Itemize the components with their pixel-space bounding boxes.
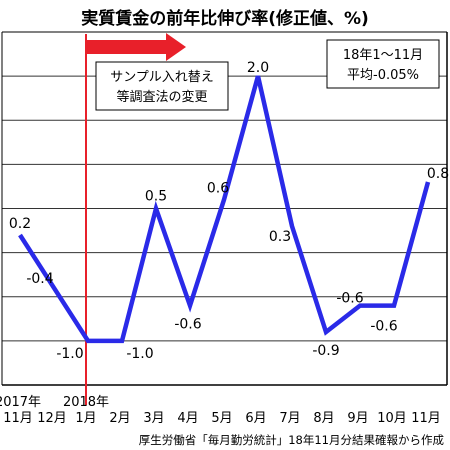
x-tick-label: 7月 [279,411,300,426]
data-label: 2.0 [247,60,269,76]
data-label: -0.4 [26,271,53,287]
data-label: 0.6 [207,181,229,197]
data-label: -0.6 [174,317,201,333]
data-label: -0.6 [370,319,397,335]
x-tick-label: 5月 [211,411,232,426]
chart-title: 実質賃金の前年比伸び率(修正値、%) [81,8,369,29]
data-label: 0.5 [145,189,167,205]
source-note: 厚生労働省「毎月勤労統計」18年11月分結果確報から作成 [139,433,445,447]
data-label: -1.0 [56,346,83,362]
method-change-marker [85,33,186,405]
x-tick-label: 4月 [177,411,198,426]
x-axis: 11月12月1月2月3月4月5月6月7月8月9月10月11月2017年2018年 [0,395,441,426]
x-tick-label: 12月 [37,411,67,426]
x-tick-label: 10月 [377,411,407,426]
x-tick-label: 11月 [3,411,33,426]
average-text: 平均-0.05% [347,68,419,83]
x-tick-label: 8月 [313,411,334,426]
gridlines [1,31,448,386]
data-label: 0.8 [427,166,449,182]
x-tick-label: 11月 [411,411,441,426]
data-label: 0.3 [269,229,291,245]
year-label: 2017年 [0,395,41,410]
x-tick-label: 3月 [143,411,164,426]
x-tick-label: 6月 [245,411,266,426]
x-tick-label: 2月 [109,411,130,426]
method-change-text: サンプル入れ替え [110,70,214,85]
data-label: -1.0 [126,346,153,362]
data-label: -0.6 [336,291,363,307]
data-label: -0.9 [312,343,339,359]
average-box [326,39,440,89]
data-label: 0.2 [9,216,31,232]
series-line [18,75,431,344]
average-text: 18年1～11月 [343,48,423,63]
method-change-box [95,61,229,111]
data-labels: 0.2-0.4-1.0 -1.00.5-0.60.62.00.3-0.9-0.6-… [9,60,449,362]
x-tick-label: 1月 [75,411,96,426]
year-label: 2018年 [63,395,109,410]
method-change-text: 等調査法の変更 [116,89,207,105]
series-polyline [18,75,431,344]
x-tick-label: 9月 [347,411,368,426]
method-change-arrow [86,33,186,61]
